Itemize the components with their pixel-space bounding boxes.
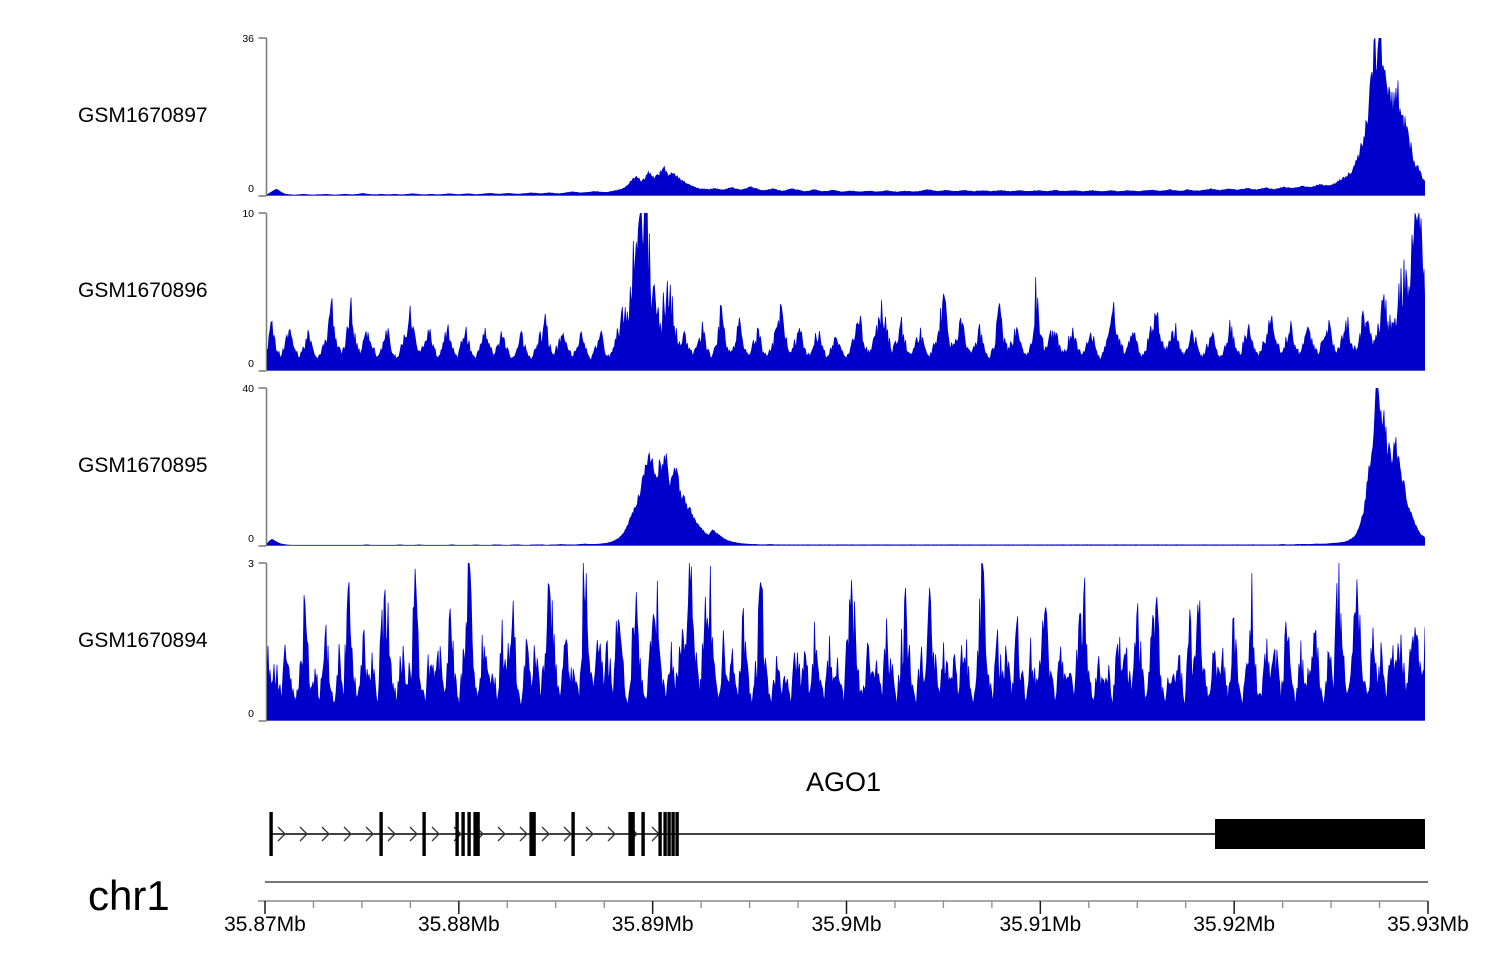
ruler-tick-label: 35.88Mb [417, 913, 500, 936]
coverage-area-2 [267, 213, 1425, 371]
track-label-4: GSM1670894 [78, 629, 208, 652]
track-label-1: GSM1670897 [78, 104, 208, 127]
strand-arrow-icon [387, 826, 396, 842]
genome-ruler[interactable] [258, 876, 1438, 914]
track-3-axis-max: 40 [242, 383, 254, 395]
coverage-area-4 [267, 563, 1425, 721]
ruler-tick-label: 35.87Mb [224, 913, 306, 936]
gene-model-track[interactable] [265, 800, 1435, 868]
exon [467, 812, 471, 856]
track-2-axis-max: 10 [242, 208, 254, 220]
exon [663, 812, 667, 856]
ruler-tick-label: 35.89Mb [611, 913, 694, 936]
strand-arrow-icon [431, 826, 440, 842]
exon [422, 812, 426, 856]
track-3-y-axis [258, 387, 268, 547]
coverage-path [267, 38, 1425, 196]
track-4-axis-max: 3 [248, 558, 254, 570]
track-4-axis-min: 0 [248, 708, 254, 720]
track-1-axis-min: 0 [248, 183, 254, 195]
coverage-track-1: GSM1670897 36 0 [0, 28, 1500, 200]
gene-name-label: AGO1 [806, 767, 882, 797]
strand-arrow-icon [365, 826, 374, 842]
exon [631, 812, 635, 856]
ruler-tick-label: 35.93Mb [1387, 913, 1469, 936]
exon [675, 812, 679, 856]
strand-arrow-icon [277, 826, 286, 842]
track-1-y-axis [258, 37, 268, 197]
strand-arrow-icon [519, 826, 528, 842]
ruler-tick-label: 35.9Mb [811, 913, 882, 936]
coverage-area-1 [267, 38, 1425, 196]
track-2-y-axis [258, 212, 268, 372]
exon [571, 812, 575, 856]
exon [455, 812, 459, 856]
coverage-track-3: GSM1670895 40 0 [0, 378, 1500, 550]
strand-arrow-icon [343, 826, 352, 842]
exon [476, 812, 480, 856]
exon [269, 812, 273, 856]
coverage-area-3 [267, 388, 1425, 546]
strand-arrow-icon [299, 826, 308, 842]
strand-arrow-icon [607, 826, 616, 842]
exon [529, 812, 533, 856]
ruler-tick-label: 35.91Mb [999, 913, 1082, 936]
chromosome-label: chr1 [88, 872, 170, 919]
exon [658, 812, 662, 856]
strand-arrow-icon [409, 826, 418, 842]
exon [641, 812, 645, 856]
track-3-axis-min: 0 [248, 533, 254, 545]
ruler-tick-label: 35.92Mb [1193, 913, 1276, 936]
strand-arrow-icon [497, 826, 506, 842]
coverage-path [267, 213, 1425, 371]
terminal-exon-block [1215, 819, 1425, 849]
track-2-axis-min: 0 [248, 358, 254, 370]
coverage-track-4: GSM1670894 3 0 [0, 553, 1500, 725]
strand-arrow-icon [541, 826, 550, 842]
exon [379, 812, 383, 856]
strand-arrow-icon [563, 826, 572, 842]
exon [473, 812, 477, 856]
track-label-2: GSM1670896 [78, 279, 208, 302]
exon [667, 812, 671, 856]
track-label-3: GSM1670895 [78, 454, 208, 477]
exon [671, 812, 675, 856]
coverage-path [267, 388, 1425, 546]
coverage-path [267, 563, 1425, 721]
track-1-axis-max: 36 [242, 33, 254, 45]
exon [628, 812, 632, 856]
strand-arrow-icon [585, 826, 594, 842]
coverage-track-2: GSM1670896 10 0 [0, 203, 1500, 375]
exon [461, 812, 465, 856]
strand-arrow-icon [321, 826, 330, 842]
track-4-y-axis [258, 562, 268, 722]
exon [532, 812, 536, 856]
